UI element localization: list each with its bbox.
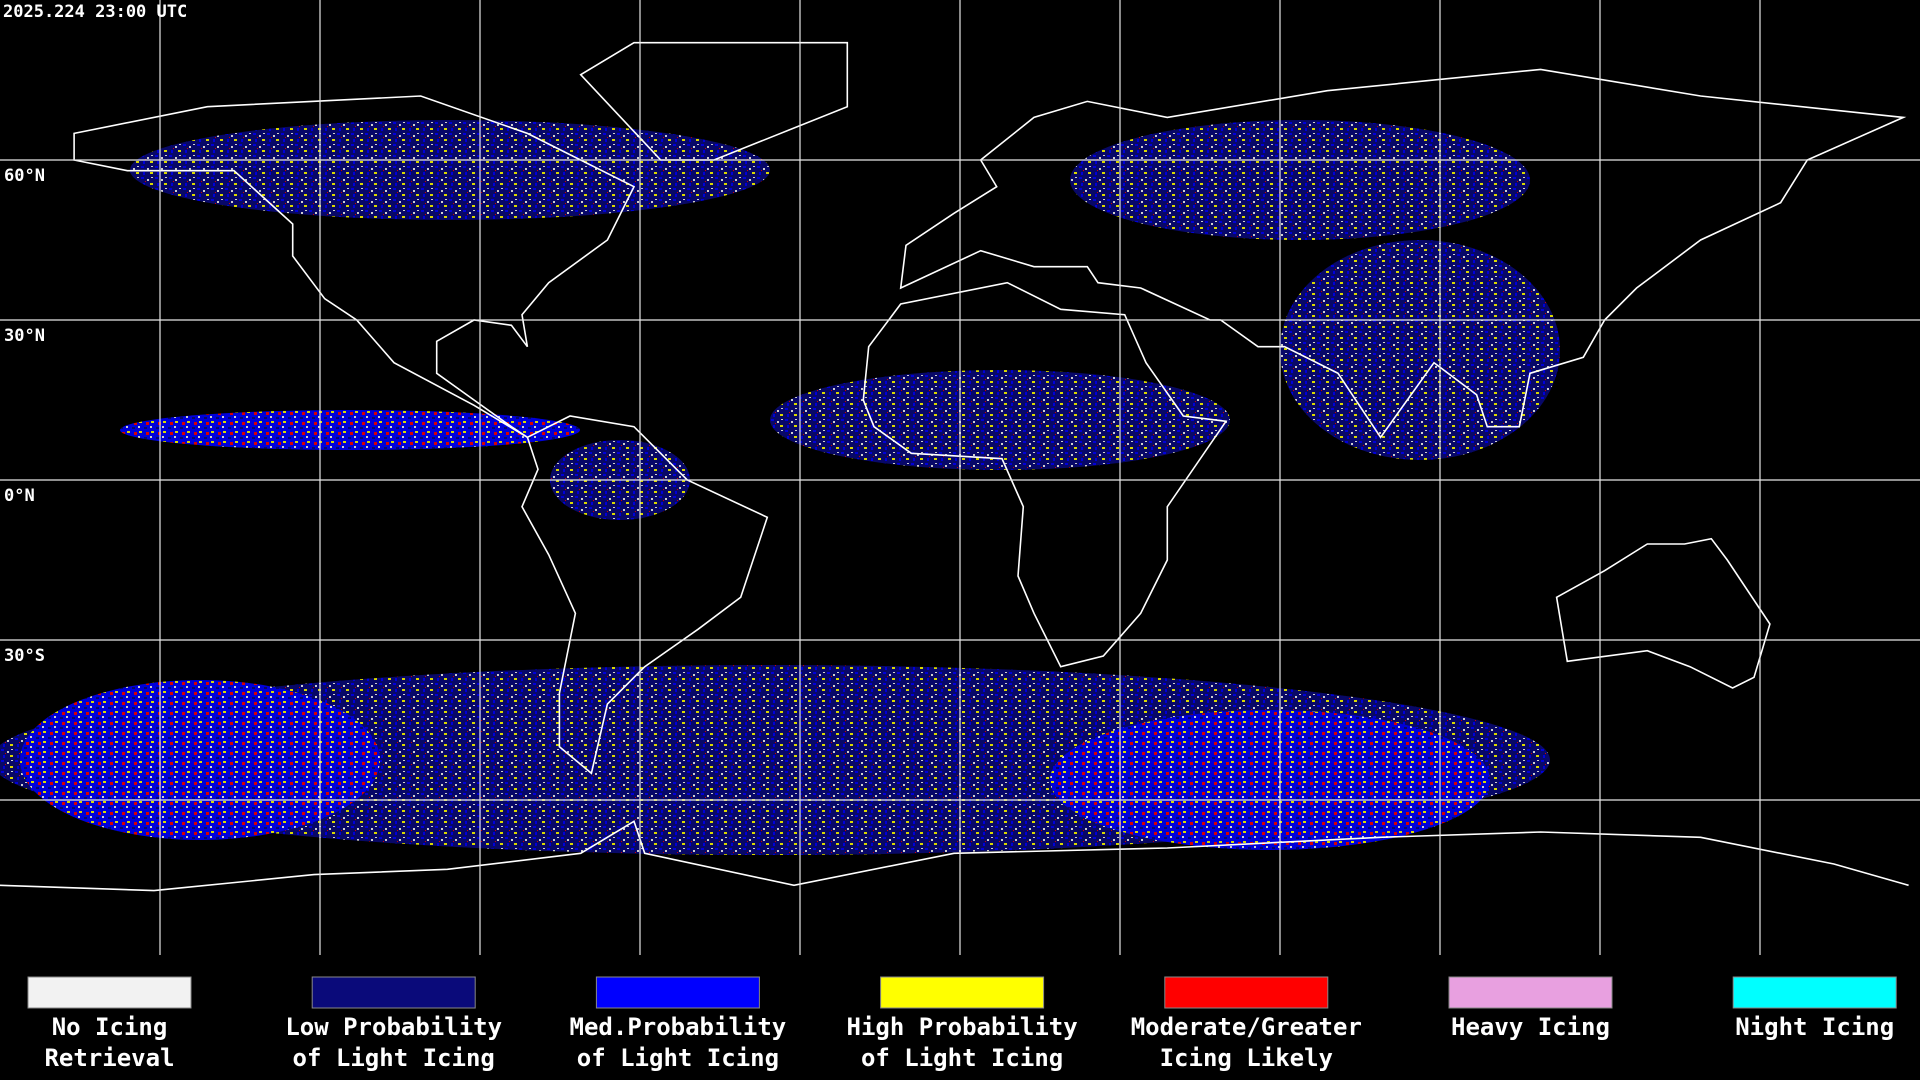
latitude-label: 30°S [4, 646, 45, 666]
coastline [521, 415, 769, 775]
legend-swatch [880, 976, 1045, 1009]
legend-label: Icing Likely [1160, 1044, 1333, 1072]
legend-swatch [27, 976, 192, 1009]
legend-swatch [1448, 976, 1613, 1009]
legend-label: No Icing [52, 1013, 168, 1041]
legend-label: Heavy Icing [1451, 1013, 1610, 1041]
legend-label: Low Probability [285, 1013, 502, 1041]
legend-label: Moderate/Greater [1131, 1013, 1362, 1041]
latitude-label: 0°N [4, 486, 35, 506]
coastline [1555, 537, 1771, 689]
legend-swatch [1732, 976, 1897, 1009]
latitude-label: 30°N [4, 326, 45, 346]
legend-label: Med.Probability [570, 1013, 787, 1041]
legend-label: of Light Icing [861, 1044, 1063, 1072]
legend: No Icing Retrieval Low Probability of Light… [27, 976, 1897, 1072]
coastlines [0, 41, 1909, 892]
latitude-label: 60°N [4, 166, 45, 186]
coastline [862, 281, 1228, 668]
latitude-labels: 60°N 30°N 0°N 30°S [4, 166, 45, 666]
legend-swatch [311, 976, 476, 1009]
graticule [0, 0, 1920, 955]
coastline [0, 820, 1909, 892]
legend-swatch [1164, 976, 1329, 1009]
legend-label: of Light Icing [577, 1044, 779, 1072]
legend-label: of Light Icing [293, 1044, 495, 1072]
timestamp: 2025.224 23:00 UTC [3, 2, 187, 22]
legend-label: Retrieval [44, 1044, 174, 1072]
legend-label: High Probability [847, 1013, 1078, 1041]
legend-label: Night Icing [1735, 1013, 1894, 1041]
legend-swatch [595, 976, 760, 1009]
coastline [899, 68, 1907, 439]
coastline [73, 95, 636, 438]
icing-field [0, 120, 1560, 855]
